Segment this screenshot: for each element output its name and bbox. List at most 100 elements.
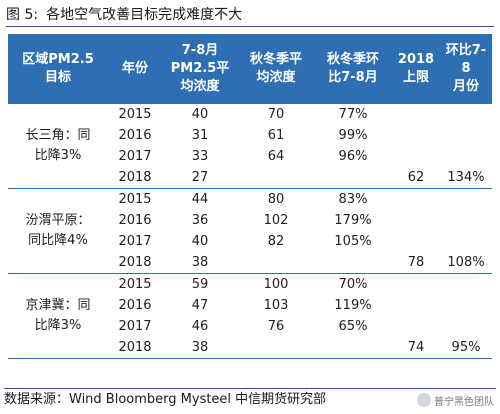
header-ratio-jul-aug: 环比7-8 月份 — [445, 43, 487, 94]
cell-jul-aug: 36 — [191, 213, 209, 228]
cell-ratio-limit — [440, 231, 492, 252]
header-2018-limit: 2018 上限 — [397, 52, 435, 85]
region-group: 长三角：同 比降3% 2015 40 70 77% 2016 31 61 99%… — [8, 104, 492, 189]
cell-limit — [392, 274, 440, 295]
cell-ratio: 179% — [334, 213, 372, 228]
cell-autumn-winter — [238, 252, 314, 273]
table-row: 2015 59 100 70% — [8, 274, 492, 295]
cell-jul-aug: 40 — [191, 234, 209, 249]
table-row: 2016 36 102 179% — [8, 210, 492, 231]
table-row: 2018 38 78 108% — [8, 252, 492, 273]
cell-autumn-winter: 70 — [267, 107, 285, 122]
figure-title: 图 5: 各地空气改善目标完成难度不大 — [6, 4, 494, 27]
cell-year: 2018 — [118, 170, 152, 185]
cell-autumn-winter: 61 — [267, 128, 285, 143]
cell-limit — [392, 231, 440, 252]
table-row: 2016 31 61 99% — [8, 125, 492, 146]
cell-ratio — [314, 337, 392, 358]
cell-autumn-winter: 76 — [267, 319, 285, 334]
header-year: 年份 — [121, 61, 148, 76]
data-source: 数据来源：Wind Bloomberg Mysteel 中信期货研究部 — [4, 388, 496, 411]
cell-limit: 62 — [407, 170, 425, 185]
cell-ratio: 83% — [338, 192, 368, 207]
cell-year: 2017 — [118, 234, 152, 249]
data-table: 区域PM2.5 目标 年份 7-8月 PM2.5平 均浓度 秋冬季平 均浓度 秋… — [8, 34, 492, 359]
header-jul-aug-avg: 7-8月 PM2.5平 均浓度 — [170, 43, 230, 94]
cell-year: 2017 — [118, 149, 152, 164]
cell-ratio: 96% — [338, 149, 368, 164]
cell-autumn-winter: 103 — [263, 298, 289, 313]
cell-ratio-limit — [440, 125, 492, 146]
figure-label: 图 5: — [6, 7, 39, 23]
watermark-text: 普宁黑色团队 — [434, 396, 494, 408]
cell-ratio: 65% — [338, 319, 368, 334]
cell-ratio-limit: 95% — [451, 340, 481, 355]
table-row: 2017 40 82 105% — [8, 231, 492, 252]
cell-ratio: 105% — [334, 234, 372, 249]
cell-ratio — [314, 252, 392, 273]
cell-limit — [392, 210, 440, 231]
watermark: 普宁黑色团队 — [417, 391, 494, 409]
table-row: 2018 38 74 95% — [8, 337, 492, 358]
cell-autumn-winter: 102 — [263, 213, 289, 228]
cell-ratio-limit — [440, 146, 492, 167]
cell-autumn-winter: 64 — [267, 149, 285, 164]
cell-jul-aug: 31 — [191, 128, 209, 143]
cell-autumn-winter: 80 — [267, 192, 285, 207]
cell-ratio-limit — [440, 104, 492, 125]
region-label: 长三角：同 比降3% — [25, 128, 91, 163]
region-group: 汾渭平原： 同比降4% 2015 44 80 83% 2016 36 102 1… — [8, 189, 492, 274]
cell-ratio: 77% — [338, 107, 368, 122]
cell-jul-aug: 33 — [191, 149, 209, 164]
cell-ratio: 70% — [338, 277, 368, 292]
figure-caption: 各地空气改善目标完成难度不大 — [46, 7, 243, 23]
cell-ratio-limit — [440, 210, 492, 231]
cell-limit — [392, 104, 440, 125]
cell-limit: 78 — [407, 255, 425, 270]
cell-jul-aug: 46 — [191, 319, 209, 334]
table-row: 2018 27 62 134% — [8, 167, 492, 188]
cell-year: 2015 — [118, 192, 152, 207]
cell-ratio-limit — [440, 295, 492, 316]
cell-year: 2017 — [118, 319, 152, 334]
header-autumn-winter-ratio: 秋冬季环 比7-8月 — [326, 52, 379, 85]
header-autumn-winter-avg: 秋冬季平 均浓度 — [249, 52, 302, 85]
cell-jul-aug: 40 — [191, 107, 209, 122]
cell-year: 2015 — [118, 107, 152, 122]
cell-jul-aug: 38 — [191, 340, 209, 355]
cell-year: 2016 — [118, 298, 152, 313]
cell-year: 2015 — [118, 277, 152, 292]
cell-year: 2016 — [118, 128, 152, 143]
cell-jul-aug: 47 — [191, 298, 209, 313]
header-region: 区域PM2.5 目标 — [22, 52, 94, 85]
cell-limit — [392, 189, 440, 210]
cell-year: 2016 — [118, 213, 152, 228]
cell-ratio: 119% — [334, 298, 372, 313]
cell-jul-aug: 27 — [191, 170, 209, 185]
table-row: 2015 44 80 83% — [8, 189, 492, 210]
cell-limit: 74 — [407, 340, 425, 355]
cell-ratio-limit: 108% — [447, 255, 485, 270]
cell-autumn-winter: 100 — [263, 277, 289, 292]
region-label: 汾渭平原： 同比降4% — [25, 213, 91, 248]
table-row: 2016 47 103 119% — [8, 295, 492, 316]
cell-autumn-winter — [238, 337, 314, 358]
cell-ratio-limit — [440, 274, 492, 295]
cell-jul-aug: 38 — [191, 255, 209, 270]
wechat-icon — [417, 393, 431, 407]
region-group: 京津冀：同 比降3% 2015 59 100 70% 2016 47 103 1… — [8, 274, 492, 359]
table-row: 2015 40 70 77% — [8, 104, 492, 125]
table-header: 区域PM2.5 目标 年份 7-8月 PM2.5平 均浓度 秋冬季平 均浓度 秋… — [8, 34, 492, 104]
cell-limit — [392, 295, 440, 316]
cell-ratio: 99% — [338, 128, 368, 143]
cell-year: 2018 — [118, 255, 152, 270]
cell-jul-aug: 59 — [191, 277, 209, 292]
cell-jul-aug: 44 — [191, 192, 209, 207]
cell-limit — [392, 316, 440, 337]
cell-ratio-limit — [440, 316, 492, 337]
cell-limit — [392, 146, 440, 167]
cell-ratio — [314, 167, 392, 188]
region-label: 京津冀：同 比降3% — [25, 298, 91, 333]
table-row: 2017 33 64 96% — [8, 146, 492, 167]
cell-ratio-limit: 134% — [447, 170, 485, 185]
